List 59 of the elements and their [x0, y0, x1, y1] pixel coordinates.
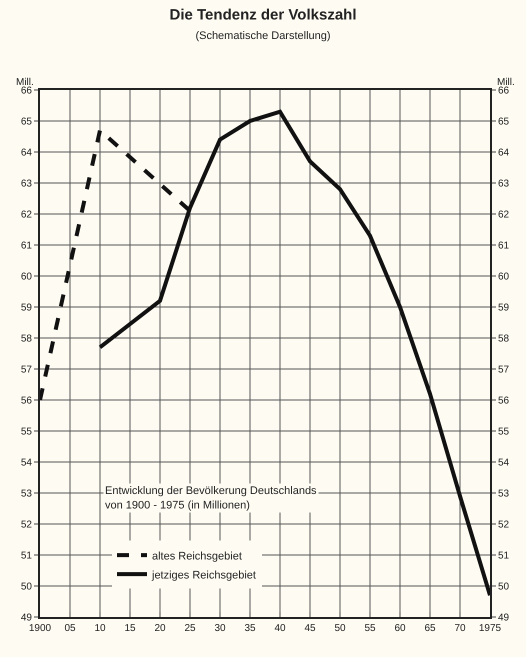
- y2-tick-label: 64: [498, 148, 510, 158]
- y2-tick-label: 55: [498, 426, 510, 438]
- y2-tick-label: 51: [498, 550, 510, 562]
- y2-tick-label: 57: [498, 364, 510, 376]
- y-tick-label: 61: [20, 240, 32, 252]
- x-tick-label: 1975: [478, 623, 502, 634]
- y-tick-label: 56: [20, 396, 32, 406]
- y2-tick-label: 56: [498, 396, 510, 406]
- y-tick-label: 59: [20, 302, 32, 314]
- x-tick-label: 50: [334, 623, 346, 634]
- y-tick-label: 65: [20, 116, 32, 128]
- x-tick-label: 60: [394, 623, 406, 634]
- y-tick-label: 60: [20, 272, 32, 282]
- legend-label: altes Reichsgebiet: [152, 550, 242, 562]
- x-tick-label: 70: [454, 623, 466, 634]
- chart-title: Die Tendenz der Volkszahl: [170, 6, 356, 24]
- x-tick-label: 05: [64, 623, 76, 634]
- chart-subtitle: (Schematische Darstellung): [195, 30, 331, 42]
- y-tick-label: 63: [20, 178, 32, 190]
- x-tick-label: 65: [424, 623, 436, 634]
- y-tick-label: 58: [20, 334, 32, 344]
- y-tick-label: 53: [20, 488, 32, 500]
- y2-tick-label: 52: [498, 520, 510, 530]
- y2-tick-label: 54: [498, 458, 510, 468]
- y2-tick-label: 58: [498, 334, 510, 344]
- y2-tick-label: 62: [498, 210, 510, 220]
- y-tick-label: 50: [20, 582, 32, 592]
- x-tick-label: 45: [304, 623, 316, 634]
- y2-axis-title: Mill.: [497, 77, 515, 88]
- x-tick-label: 55: [364, 623, 376, 634]
- y-tick-label: 62: [20, 210, 32, 220]
- x-tick-label: 1900: [28, 623, 52, 634]
- y-tick-label: 64: [20, 148, 32, 158]
- y-tick-label: 49: [20, 612, 32, 624]
- y-tick-label: 54: [20, 458, 32, 468]
- y-tick-label: 51: [20, 550, 32, 562]
- y2-tick-label: 66: [498, 86, 510, 96]
- x-tick-label: 20: [154, 623, 166, 634]
- y2-tick-label: 50: [498, 582, 510, 592]
- y-tick-label: 57: [20, 364, 32, 376]
- y2-tick-label: 49: [498, 612, 510, 624]
- y2-tick-label: 61: [498, 240, 510, 252]
- y2-tick-label: 63: [498, 178, 510, 190]
- y2-tick-label: 60: [498, 272, 510, 282]
- y-axis-title: Mill.: [16, 77, 34, 88]
- y-tick-label: 55: [20, 426, 32, 438]
- x-tick-label: 30: [214, 623, 226, 634]
- x-tick-label: 10: [94, 623, 106, 634]
- y2-tick-label: 59: [498, 302, 510, 314]
- legend-label: jetziges Reichsgebiet: [151, 569, 256, 582]
- y2-tick-label: 53: [498, 488, 510, 500]
- x-tick-label: 25: [184, 623, 196, 634]
- y-tick-label: 66: [20, 86, 32, 96]
- x-tick-label: 40: [274, 623, 286, 634]
- x-tick-label: 15: [124, 623, 136, 634]
- y2-tick-label: 65: [498, 116, 510, 128]
- annotation: Entwicklung der Bevölkerung Deutschlands von 1900 - 1975 (in Millionen): [105, 485, 318, 512]
- x-tick-label: 35: [244, 623, 256, 634]
- y-tick-label: 52: [20, 520, 32, 530]
